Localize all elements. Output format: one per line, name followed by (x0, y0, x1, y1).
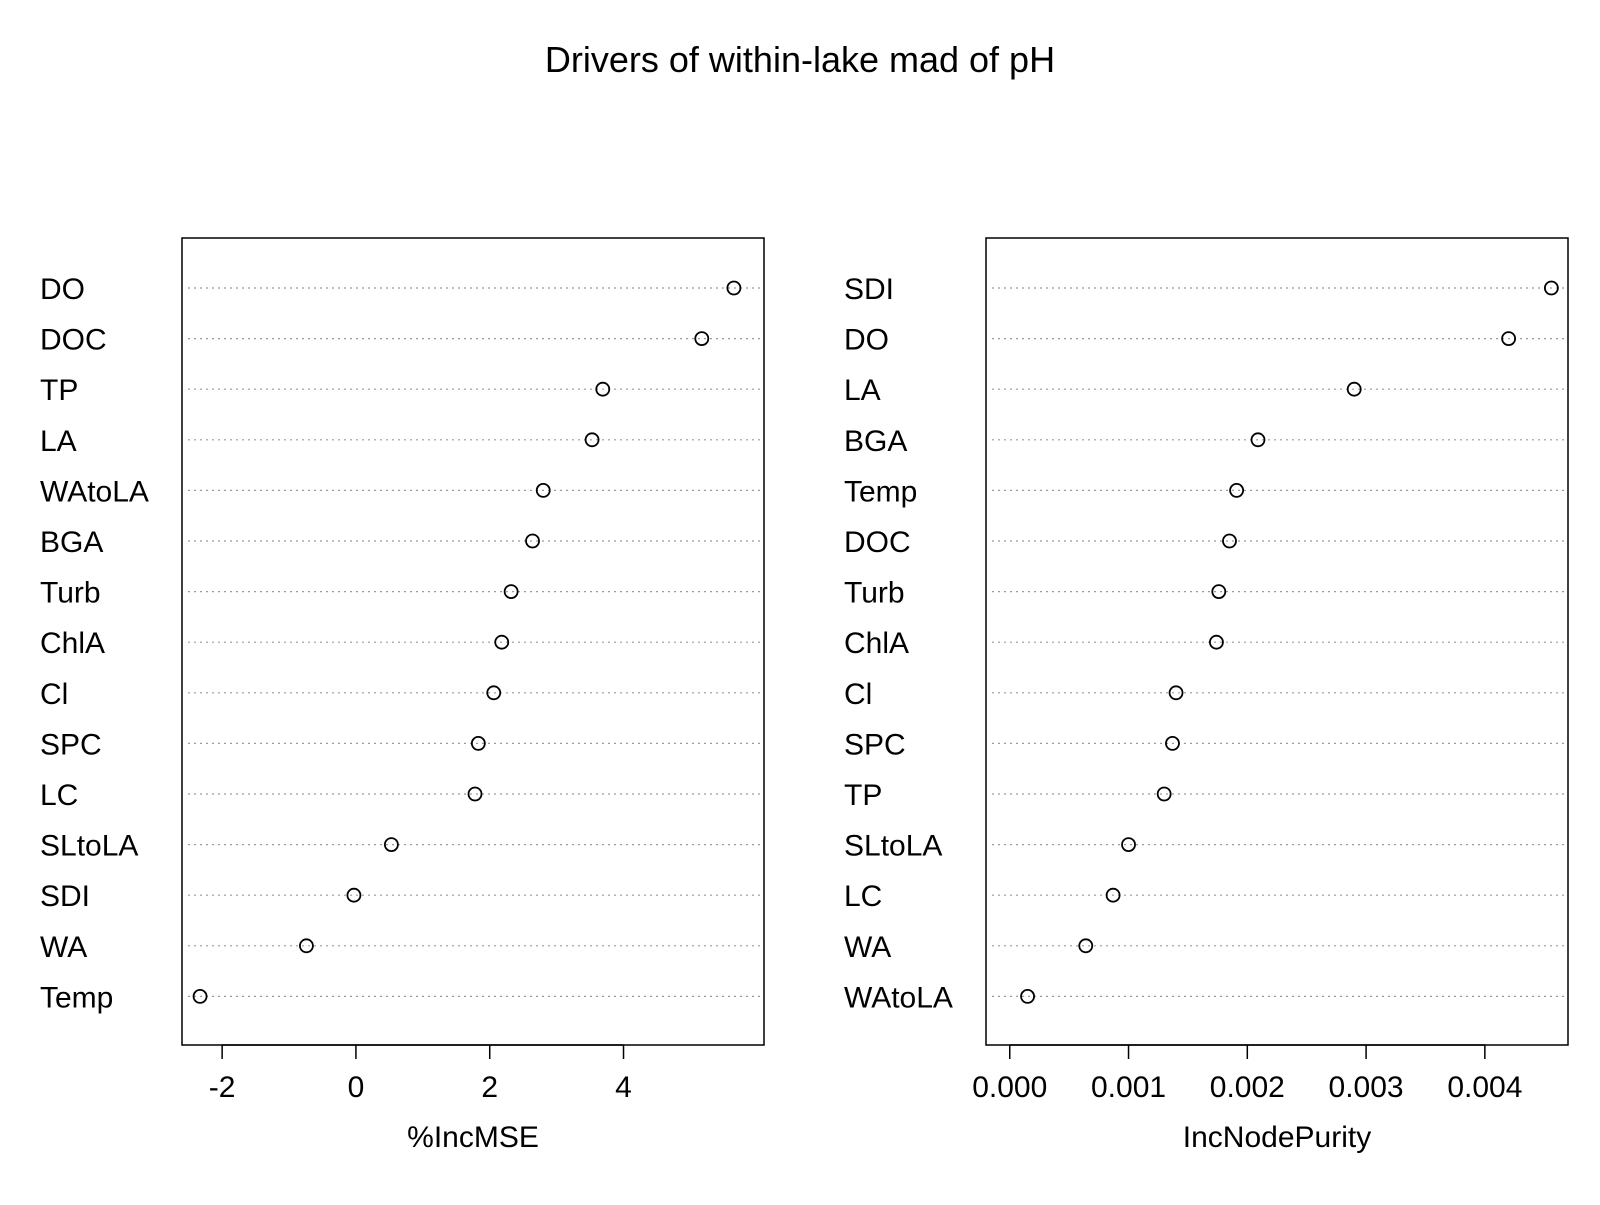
incmse-point-doc (694, 331, 710, 347)
incnodepurity-variable-label: SPC (844, 728, 906, 761)
incmse-x-tick-label: -2 (209, 1071, 236, 1104)
incmse-variable-label: SDI (40, 880, 90, 913)
incnodepurity-variable-label: TP (844, 779, 882, 812)
incmse-variable-label: DO (40, 273, 85, 306)
incmse-variable-label: ChlA (40, 627, 105, 660)
incnodepurity-variable-label: Turb (844, 577, 905, 610)
incnodepurity-point-doc (1222, 533, 1237, 549)
incmse-point-tp (595, 381, 611, 397)
incnodepurity-panel: SDI DO LA BGA Temp DOC Turb ChlA Cl SPC TP SLtoLA LC… (844, 237, 1569, 1154)
incmse-variable-label: WA (40, 931, 87, 964)
incnodepurity-point-chla (1209, 634, 1224, 650)
incmse-plot-frame (181, 237, 765, 1046)
incnodepurity-variable-label: SDI (844, 273, 894, 306)
incmse-point-do (726, 280, 742, 296)
incnodepurity-x-tick-label: 0.001 (1091, 1071, 1166, 1104)
incnodepurity-variable-label: LC (844, 880, 882, 913)
incmse-point-lc (467, 786, 483, 802)
incmse-variable-label: Cl (40, 678, 68, 711)
incmse-variable-label: Temp (40, 981, 113, 1014)
incnodepurity-variable-label: ChlA (844, 627, 909, 660)
incnodepurity-variable-label: BGA (844, 425, 907, 458)
incnodepurity-variable-label: LA (844, 374, 881, 407)
incmse-point-wa (299, 938, 314, 954)
incnodepurity-point-la (1346, 381, 1362, 397)
incmse-variable-label: SPC (40, 728, 102, 761)
incmse-point-la (584, 432, 600, 448)
incmse-point-sltola (383, 837, 399, 852)
incnodepurity-point-temp (1229, 482, 1245, 498)
incmse-point-temp (192, 989, 208, 1004)
incmse-variable-label: LA (40, 425, 77, 458)
incmse-x-tick-label: 4 (615, 1071, 632, 1104)
incmse-point-watola (535, 482, 551, 498)
incmse-x-tick-label: 2 (481, 1071, 498, 1104)
incmse-point-sdi (346, 887, 362, 903)
incnodepurity-point-watola (1020, 989, 1035, 1004)
incnodepurity-point-wa (1078, 938, 1094, 954)
incmse-x-tick-label: 0 (348, 1071, 365, 1104)
incnodepurity-variable-label: Temp (844, 475, 917, 508)
incnodepurity-point-cl (1168, 685, 1184, 701)
incnodepurity-point-spc (1165, 736, 1180, 751)
incnodepurity-point-do (1501, 331, 1517, 347)
incnodepurity-variable-label: SLtoLA (844, 830, 942, 863)
incnodepurity-point-tp (1156, 786, 1172, 802)
incmse-variable-label: BGA (40, 526, 103, 559)
incmse-variable-label: TP (40, 374, 78, 407)
incnodepurity-point-bga (1250, 432, 1266, 448)
incnodepurity-point-sdi (1543, 280, 1559, 296)
incnodepurity-x-tick-label: 0.003 (1329, 1071, 1404, 1104)
incnodepurity-x-tick-label: 0.002 (1210, 1071, 1285, 1104)
incmse-x-axis-title: %IncMSE (407, 1121, 539, 1154)
incnodepurity-x-axis-title: IncNodePurity (1183, 1121, 1371, 1154)
incmse-point-bga (525, 533, 540, 549)
incnodepurity-point-sltola (1121, 837, 1136, 852)
incmse-point-chla (494, 634, 510, 650)
incnodepurity-variable-label: WAtoLA (844, 981, 953, 1014)
incmse-variable-label: LC (40, 779, 78, 812)
incnodepurity-variable-label: Cl (844, 678, 872, 711)
incmse-variable-label: SLtoLA (40, 830, 138, 863)
incnodepurity-plot-frame (985, 237, 1569, 1046)
incmse-point-cl (486, 685, 502, 701)
incnodepurity-point-turb (1211, 584, 1227, 599)
incnodepurity-variable-label: WA (844, 931, 891, 964)
incnodepurity-x-tick-label: 0.004 (1447, 1071, 1522, 1104)
incnodepurity-variable-label: DO (844, 324, 889, 357)
incnodepurity-variable-label: DOC (844, 526, 911, 559)
incmse-variable-label: WAtoLA (40, 475, 149, 508)
incmse-variable-label: DOC (40, 324, 107, 357)
incnodepurity-point-lc (1105, 887, 1121, 903)
incnodepurity-x-tick-label: 0.000 (972, 1071, 1047, 1104)
incmse-panel: DO DOC TP LA WAtoLA BGA Turb ChlA Cl SPC LC SLtoLA S… (40, 237, 765, 1154)
incmse-point-spc (470, 736, 486, 751)
chart-title: Drivers of within-lake mad of pH (545, 39, 1055, 80)
incmse-variable-label: Turb (40, 577, 101, 610)
incmse-point-turb (503, 584, 519, 599)
